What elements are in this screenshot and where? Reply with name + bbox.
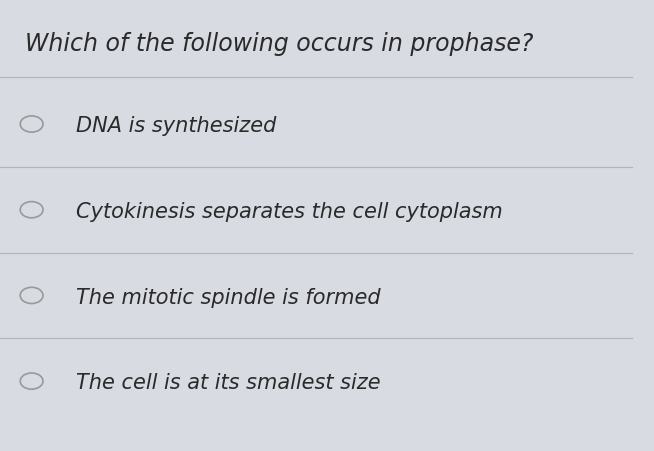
- Text: DNA is synthesized: DNA is synthesized: [76, 116, 276, 136]
- Text: Which of the following occurs in prophase?: Which of the following occurs in prophas…: [26, 32, 534, 55]
- Text: Cytokinesis separates the cell cytoplasm: Cytokinesis separates the cell cytoplasm: [76, 202, 503, 222]
- Text: The mitotic spindle is formed: The mitotic spindle is formed: [76, 288, 381, 308]
- Text: The cell is at its smallest size: The cell is at its smallest size: [76, 373, 381, 393]
